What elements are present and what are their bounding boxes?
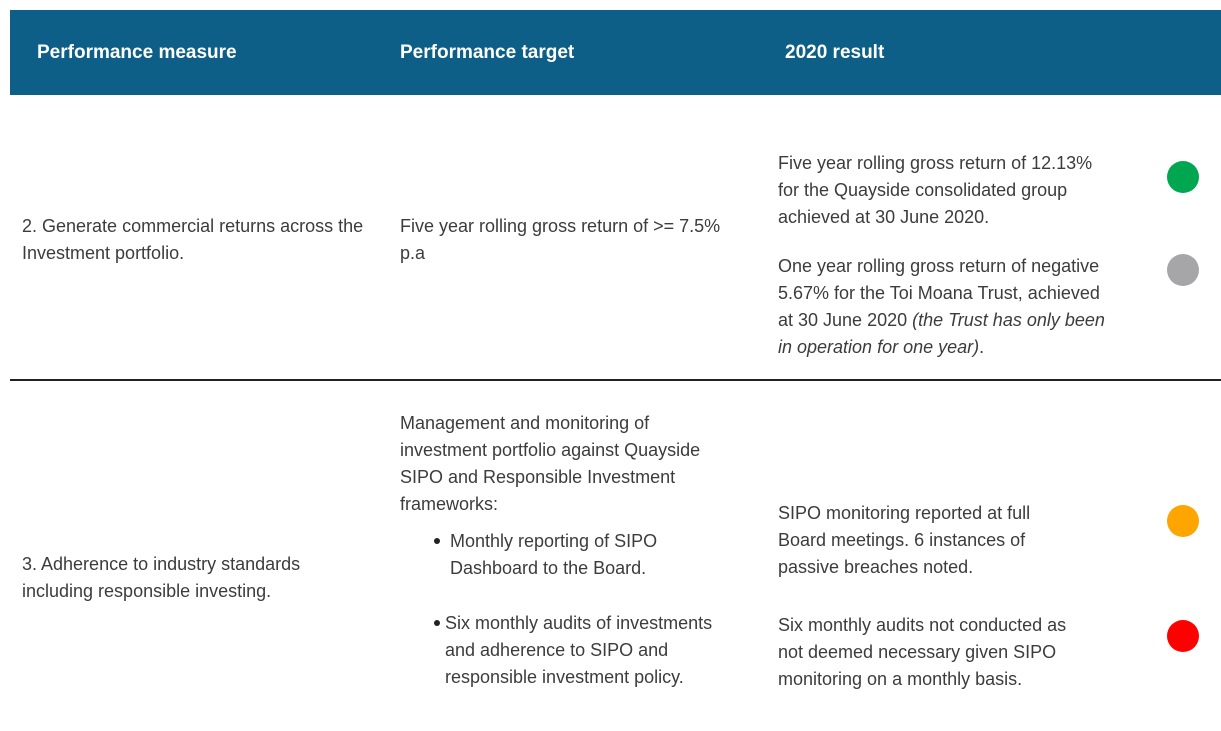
result-text: One year rolling gross return of negativ… [778, 256, 1100, 330]
result-note: (the Trust has only been in operation fo… [778, 310, 1105, 357]
result-tail: . [979, 337, 985, 357]
target-bullet: Monthly reporting of SIPO Dashboard to t… [450, 531, 658, 578]
header-cell: Performance target [400, 42, 575, 63]
result: SIPO monitoring reported at full Board m… [778, 503, 1031, 577]
header-cell: 2020 result [785, 42, 885, 63]
result: Five year rolling gross return of 12.13%… [778, 153, 1093, 227]
header-cell: Performance measure [37, 42, 237, 63]
result: One year rolling gross return of negativ… [778, 253, 1113, 361]
bullet [434, 538, 440, 544]
row-divider [10, 379, 1221, 381]
measure: 3. Adherence to industry standards inclu… [22, 554, 301, 601]
target: Five year rolling gross return of >= 7.5… [400, 216, 721, 263]
target: Management and monitoring of investment … [400, 413, 701, 514]
status-dot [1167, 620, 1199, 652]
header-bar [10, 10, 1221, 95]
status-dot [1167, 505, 1199, 537]
status-dot [1167, 254, 1199, 286]
target-bullet: Six monthly audits of investments and ad… [445, 613, 713, 687]
result: Six monthly audits not conducted as not … [778, 615, 1067, 689]
measure: 2. Generate commercial returns across th… [22, 216, 364, 263]
bullet [434, 620, 440, 626]
status-dot [1167, 161, 1199, 193]
